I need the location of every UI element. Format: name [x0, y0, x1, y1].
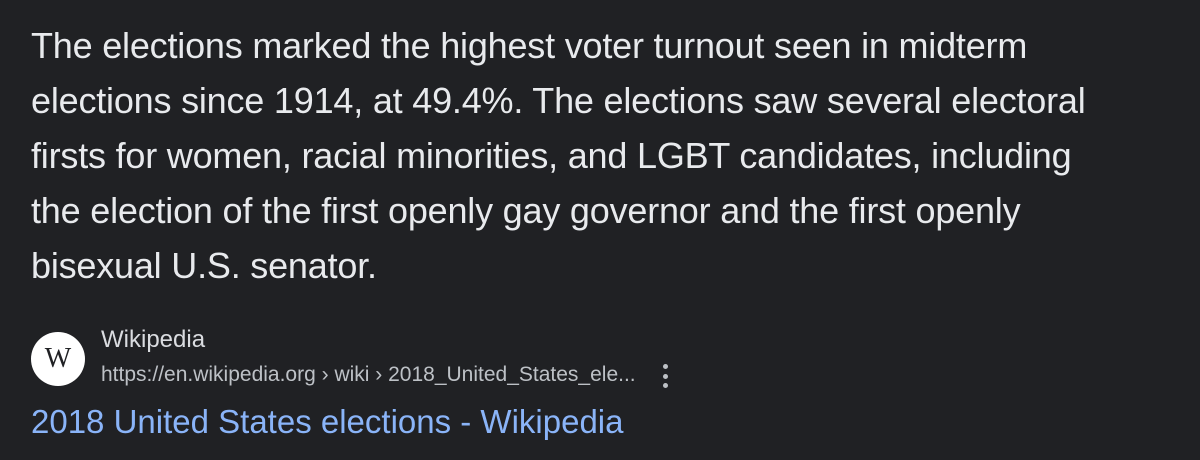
snippet-line: elections since 1914, at 49.4%. The elec… — [31, 80, 1086, 121]
more-vert-icon[interactable] — [653, 360, 677, 392]
featured-snippet: The elections marked the highest voter t… — [31, 18, 1181, 293]
favicon-letter: W — [44, 343, 72, 374]
snippet-line: firsts for women, racial minorities, and… — [31, 135, 1072, 176]
wikipedia-icon: W — [31, 332, 85, 386]
snippet-line: The elections marked the highest voter t… — [31, 25, 1028, 66]
result-source[interactable]: W Wikipedia https://en.wikipedia.org › w… — [31, 322, 691, 392]
site-name[interactable]: Wikipedia — [101, 326, 206, 353]
snippet-line: bisexual U.S. senator. — [31, 245, 377, 286]
site-url[interactable]: https://en.wikipedia.org › wiki › 2018_U… — [101, 363, 636, 386]
snippet-line: the election of the first openly gay gov… — [31, 190, 1021, 231]
result-title-link[interactable]: 2018 United States elections - Wikipedia — [31, 403, 624, 440]
